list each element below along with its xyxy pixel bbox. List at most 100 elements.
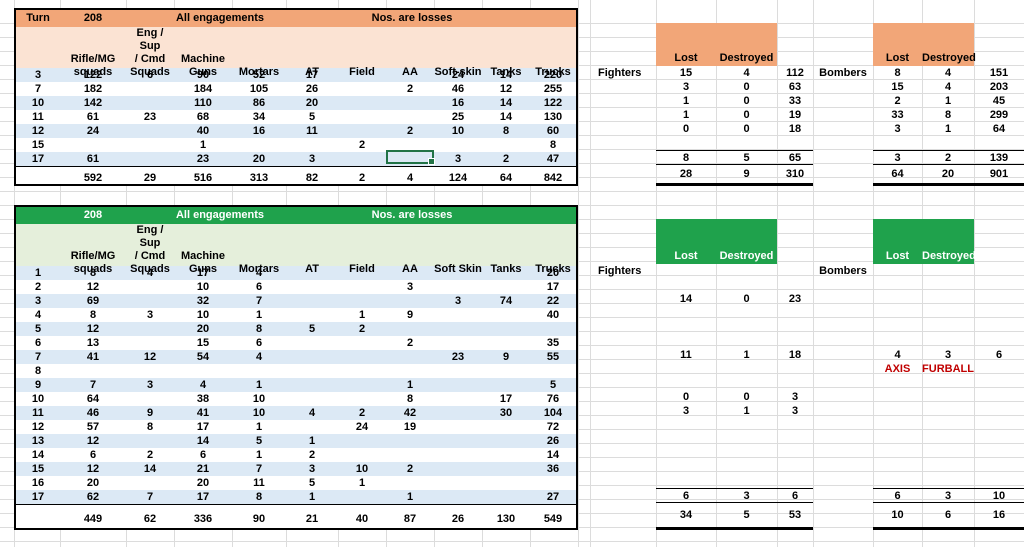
table-cell[interactable]: 46 xyxy=(86,407,100,419)
table-cell[interactable] xyxy=(286,420,338,434)
table-cell[interactable]: 105 xyxy=(249,83,269,95)
air-cell[interactable] xyxy=(922,136,974,150)
table-cell[interactable]: 26 xyxy=(305,83,319,95)
air-cell[interactable]: 0 xyxy=(743,109,750,121)
table-cell[interactable] xyxy=(60,364,126,378)
air-cell[interactable] xyxy=(777,432,813,446)
table-cell[interactable]: 130 xyxy=(543,111,563,123)
table-cell[interactable]: 6 xyxy=(146,69,154,81)
table-cell[interactable] xyxy=(338,82,386,96)
air-cell[interactable]: 6 xyxy=(791,490,799,502)
table-cell[interactable] xyxy=(434,434,482,448)
turn-cell[interactable]: 10 xyxy=(31,97,45,109)
air-total-cell[interactable]: 5 xyxy=(743,509,750,521)
table-cell[interactable] xyxy=(386,96,434,110)
air-cell[interactable]: 3 xyxy=(944,490,952,502)
turn-cell[interactable]: 15 xyxy=(31,139,45,151)
table-cell[interactable] xyxy=(126,280,174,294)
turn-cell[interactable]: 14 xyxy=(31,449,45,461)
air-cell[interactable]: 1 xyxy=(743,405,750,417)
air-cell[interactable] xyxy=(873,264,922,278)
air-cell[interactable] xyxy=(974,278,1024,292)
bombers-label[interactable]: Bombers xyxy=(819,67,867,79)
turn-cell[interactable]: 3 xyxy=(34,295,42,307)
totals-cell[interactable]: 516 xyxy=(193,172,213,184)
table-cell[interactable]: 9 xyxy=(406,309,414,321)
table-cell[interactable] xyxy=(434,476,482,490)
air-cell[interactable] xyxy=(873,306,922,320)
turn-cell[interactable]: 12 xyxy=(31,125,45,137)
table-cell[interactable]: 8 xyxy=(89,267,97,279)
air-cell[interactable]: 3 xyxy=(743,490,750,502)
table-cell[interactable] xyxy=(482,322,530,336)
engagements-label-cell[interactable]: All engagements xyxy=(175,12,265,24)
table-cell[interactable]: 64 xyxy=(86,393,100,405)
turn-cell[interactable]: 17 xyxy=(31,491,45,503)
air-cell[interactable]: 1 xyxy=(682,109,690,121)
table-cell[interactable]: 10 xyxy=(196,281,210,293)
air-cell[interactable] xyxy=(922,432,974,446)
table-cell[interactable]: 8 xyxy=(255,491,263,503)
air-cell[interactable] xyxy=(656,320,716,334)
table-cell[interactable] xyxy=(338,364,386,378)
table-cell[interactable] xyxy=(126,476,174,490)
air-cell[interactable] xyxy=(974,376,1024,390)
table-cell[interactable]: 5 xyxy=(308,111,316,123)
column-header[interactable]: Mortars xyxy=(238,66,280,78)
table-cell[interactable]: 2 xyxy=(358,139,366,151)
air-cell[interactable] xyxy=(974,136,1024,150)
air-cell[interactable]: 3 xyxy=(894,152,901,164)
totals-cell[interactable]: 130 xyxy=(496,513,516,525)
table-cell[interactable]: 16 xyxy=(451,97,465,109)
air-total-cell[interactable]: 9 xyxy=(743,168,750,180)
air-cell[interactable]: 0 xyxy=(743,391,750,403)
air-total-cell[interactable]: 901 xyxy=(989,168,1009,180)
turn-cell[interactable]: 8 xyxy=(34,365,42,377)
air-cell[interactable] xyxy=(974,432,1024,446)
table-cell[interactable] xyxy=(286,294,338,308)
table-cell[interactable]: 5 xyxy=(308,323,316,335)
air-cell[interactable]: 112 xyxy=(786,67,804,79)
table-cell[interactable]: 1 xyxy=(308,435,316,447)
air-cell[interactable]: 8 xyxy=(894,67,901,79)
table-cell[interactable]: 27 xyxy=(546,491,560,503)
air-cell[interactable] xyxy=(777,446,813,460)
table-cell[interactable]: 26 xyxy=(546,435,560,447)
table-cell[interactable]: 76 xyxy=(546,393,560,405)
table-cell[interactable] xyxy=(530,476,576,490)
table-cell[interactable] xyxy=(434,406,482,420)
air-cell[interactable] xyxy=(873,446,922,460)
air-cell[interactable]: 63 xyxy=(788,81,802,93)
table-cell[interactable]: 1 xyxy=(255,421,263,433)
table-cell[interactable] xyxy=(338,294,386,308)
air-cell[interactable]: 203 xyxy=(989,81,1009,93)
air-cell[interactable]: 6 xyxy=(682,490,690,502)
column-header[interactable]: Rifle/MG squads xyxy=(70,250,116,275)
table-cell[interactable] xyxy=(126,138,174,152)
table-cell[interactable]: 54 xyxy=(196,351,210,363)
table-cell[interactable] xyxy=(482,280,530,294)
table-cell[interactable] xyxy=(286,280,338,294)
table-cell[interactable]: 6 xyxy=(89,449,97,461)
table-cell[interactable]: 1 xyxy=(255,449,263,461)
table-cell[interactable] xyxy=(482,336,530,350)
table-cell[interactable]: 69 xyxy=(86,295,100,307)
table-cell[interactable] xyxy=(286,308,338,322)
table-cell[interactable]: 12 xyxy=(86,323,100,335)
table-cell[interactable]: 2 xyxy=(146,449,154,461)
air-cell[interactable]: 18 xyxy=(788,123,802,135)
table-cell[interactable]: 8 xyxy=(255,323,263,335)
turn-cell[interactable]: 15 xyxy=(31,463,45,475)
table-cell[interactable]: 8 xyxy=(89,309,97,321)
destroyed-header-cell[interactable]: Destroyed xyxy=(719,250,774,262)
turn-cell[interactable]: 3 xyxy=(34,69,42,81)
table-cell[interactable] xyxy=(338,392,386,406)
air-cell[interactable]: 45 xyxy=(992,95,1006,107)
table-cell[interactable]: 14 xyxy=(499,111,513,123)
air-cell[interactable] xyxy=(873,404,922,418)
turn-cell[interactable]: 5 xyxy=(34,323,42,335)
table-cell[interactable]: 55 xyxy=(546,351,560,363)
table-cell[interactable]: 3 xyxy=(308,153,316,165)
totals-cell[interactable]: 842 xyxy=(543,172,563,184)
totals-cell[interactable]: 21 xyxy=(305,513,319,525)
